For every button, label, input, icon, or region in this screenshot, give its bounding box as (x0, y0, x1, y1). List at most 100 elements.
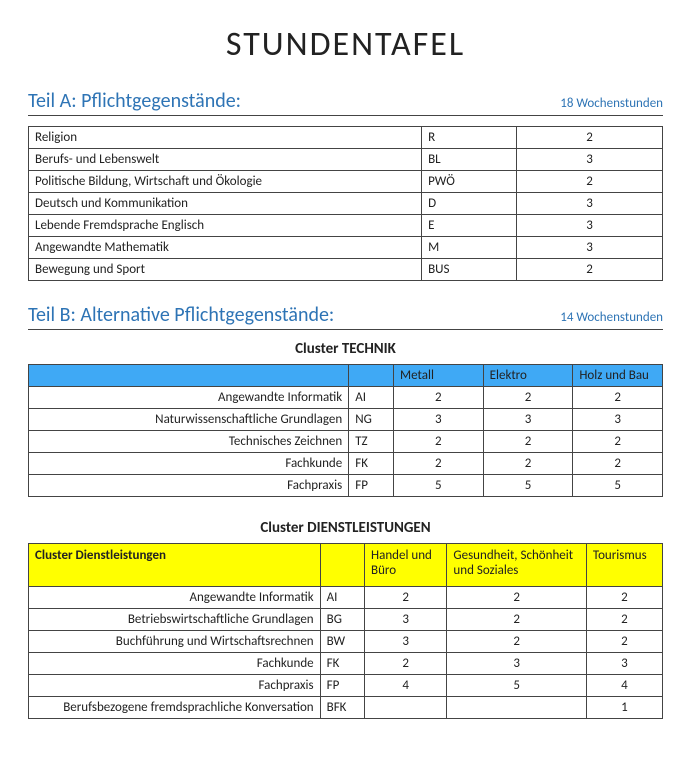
subject-name: Bewegung und Sport (29, 259, 422, 281)
column-header: Gesundheit, Schönheit und Soziales (447, 544, 586, 587)
subject-code: BW (320, 631, 364, 653)
subject-code: BG (320, 609, 364, 631)
table-row: Berufsbezogene fremdsprachliche Konversa… (29, 697, 663, 719)
column-header: Metall (394, 365, 484, 387)
table-row: Angewandte MathematikM3 (29, 237, 663, 259)
subject-name: Berufsbezogene fremdsprachliche Konversa… (29, 697, 321, 719)
subject-code: FK (320, 653, 364, 675)
subject-hours: 3 (365, 631, 447, 653)
subject-hours: 3 (394, 409, 484, 431)
subject-name: Betriebswirtschaftliche Grundlagen (29, 609, 321, 631)
section-a-title: Teil A: Pflichtgegenstände: (28, 89, 241, 113)
table-row: Technisches ZeichnenTZ222 (29, 431, 663, 453)
page-title: STUNDENTAFEL (28, 24, 663, 65)
subject-name: Berufs- und Lebenswelt (29, 149, 422, 171)
section-a-header: Teil A: Pflichtgegenstände: 18 Wochenstu… (28, 89, 663, 116)
subject-hours: 2 (447, 587, 586, 609)
subject-hours: 2 (586, 587, 662, 609)
subject-hours: 2 (483, 387, 573, 409)
table-row: Naturwissenschaftliche GrundlagenNG333 (29, 409, 663, 431)
subject-hours: 2 (586, 609, 662, 631)
table-cluster-technik: MetallElektroHolz und BauAngewandte Info… (28, 364, 663, 497)
table-row: FachkundeFK222 (29, 453, 663, 475)
table-cluster-dienst: Cluster Dienstleistungen Handel und BüroG… (28, 543, 663, 719)
subject-code: NG (349, 409, 394, 431)
subject-hours: 5 (447, 675, 586, 697)
header-label: Cluster Dienstleistungen (29, 544, 321, 587)
subject-hours: 3 (586, 653, 662, 675)
subject-hours: 3 (483, 409, 573, 431)
subject-name: Buchführung und Wirtschaftsrechnen (29, 631, 321, 653)
table-header-row: Cluster Dienstleistungen Handel und BüroG… (29, 544, 663, 587)
subject-hours: 3 (573, 409, 663, 431)
subject-hours: 2 (394, 453, 484, 475)
column-header: Handel und Büro (365, 544, 447, 587)
subject-name: Angewandte Informatik (29, 387, 349, 409)
subject-code: BUS (422, 259, 517, 281)
table-row: Angewandte InformatikAI222 (29, 587, 663, 609)
subject-hours: 3 (365, 609, 447, 631)
table-row: Deutsch und KommunikationD3 (29, 193, 663, 215)
subject-code: FP (349, 475, 394, 497)
subject-hours: 2 (573, 453, 663, 475)
subject-hours: 2 (447, 609, 586, 631)
subject-code: TZ (349, 431, 394, 453)
subject-hours: 3 (517, 149, 663, 171)
subject-hours: 2 (447, 631, 586, 653)
subject-code: PWÖ (422, 171, 517, 193)
subject-code: AI (349, 387, 394, 409)
subject-hours: 2 (394, 387, 484, 409)
subject-hours: 2 (483, 431, 573, 453)
subject-hours: 1 (586, 697, 662, 719)
table-row: Politische Bildung, Wirtschaft und Ökolo… (29, 171, 663, 193)
subject-code: BFK (320, 697, 364, 719)
subject-hours: 3 (517, 193, 663, 215)
subject-hours: 2 (365, 587, 447, 609)
subject-code: FP (320, 675, 364, 697)
subject-code: AI (320, 587, 364, 609)
subject-hours: 2 (573, 431, 663, 453)
subject-code: E (422, 215, 517, 237)
table-row: FachpraxisFP454 (29, 675, 663, 697)
table-row: Lebende Fremdsprache EnglischE3 (29, 215, 663, 237)
subject-hours: 5 (394, 475, 484, 497)
table-row: FachkundeFK233 (29, 653, 663, 675)
subject-hours: 2 (573, 387, 663, 409)
subject-code: M (422, 237, 517, 259)
subject-code: R (422, 127, 517, 149)
subject-code: BL (422, 149, 517, 171)
subject-name: Angewandte Informatik (29, 587, 321, 609)
subject-code: FK (349, 453, 394, 475)
subject-hours: 3 (447, 653, 586, 675)
column-header: Elektro (483, 365, 573, 387)
subject-hours: 5 (573, 475, 663, 497)
table-header-row: MetallElektroHolz und Bau (29, 365, 663, 387)
subject-name: Politische Bildung, Wirtschaft und Ökolo… (29, 171, 422, 193)
subject-hours: 2 (517, 259, 663, 281)
subject-hours (365, 697, 447, 719)
section-b-hours: 14 Wochenstunden (560, 310, 663, 325)
column-header: Holz und Bau (573, 365, 663, 387)
table-row: Angewandte InformatikAI222 (29, 387, 663, 409)
subject-name: Fachkunde (29, 453, 349, 475)
subject-hours: 2 (586, 631, 662, 653)
subject-name: Fachkunde (29, 653, 321, 675)
subject-name: Angewandte Mathematik (29, 237, 422, 259)
subject-hours: 2 (517, 171, 663, 193)
section-b-header: Teil B: Alternative Pflichtgegenstände: … (28, 303, 663, 330)
subject-hours: 2 (517, 127, 663, 149)
subject-hours: 4 (586, 675, 662, 697)
column-header: Tourismus (586, 544, 662, 587)
subject-name: Naturwissenschaftliche Grundlagen (29, 409, 349, 431)
table-teil-a: ReligionR2Berufs- und LebensweltBL3Polit… (28, 126, 663, 281)
section-b-title: Teil B: Alternative Pflichtgegenstände: (28, 303, 334, 327)
table-row: Berufs- und LebensweltBL3 (29, 149, 663, 171)
subject-name: Fachpraxis (29, 475, 349, 497)
subject-hours: 3 (517, 215, 663, 237)
subject-code: D (422, 193, 517, 215)
subject-hours: 2 (483, 453, 573, 475)
table-row: Buchführung und WirtschaftsrechnenBW322 (29, 631, 663, 653)
subject-name: Technisches Zeichnen (29, 431, 349, 453)
cluster-dienst-title: Cluster DIENSTLEISTUNGEN (28, 519, 663, 537)
subject-hours: 2 (394, 431, 484, 453)
